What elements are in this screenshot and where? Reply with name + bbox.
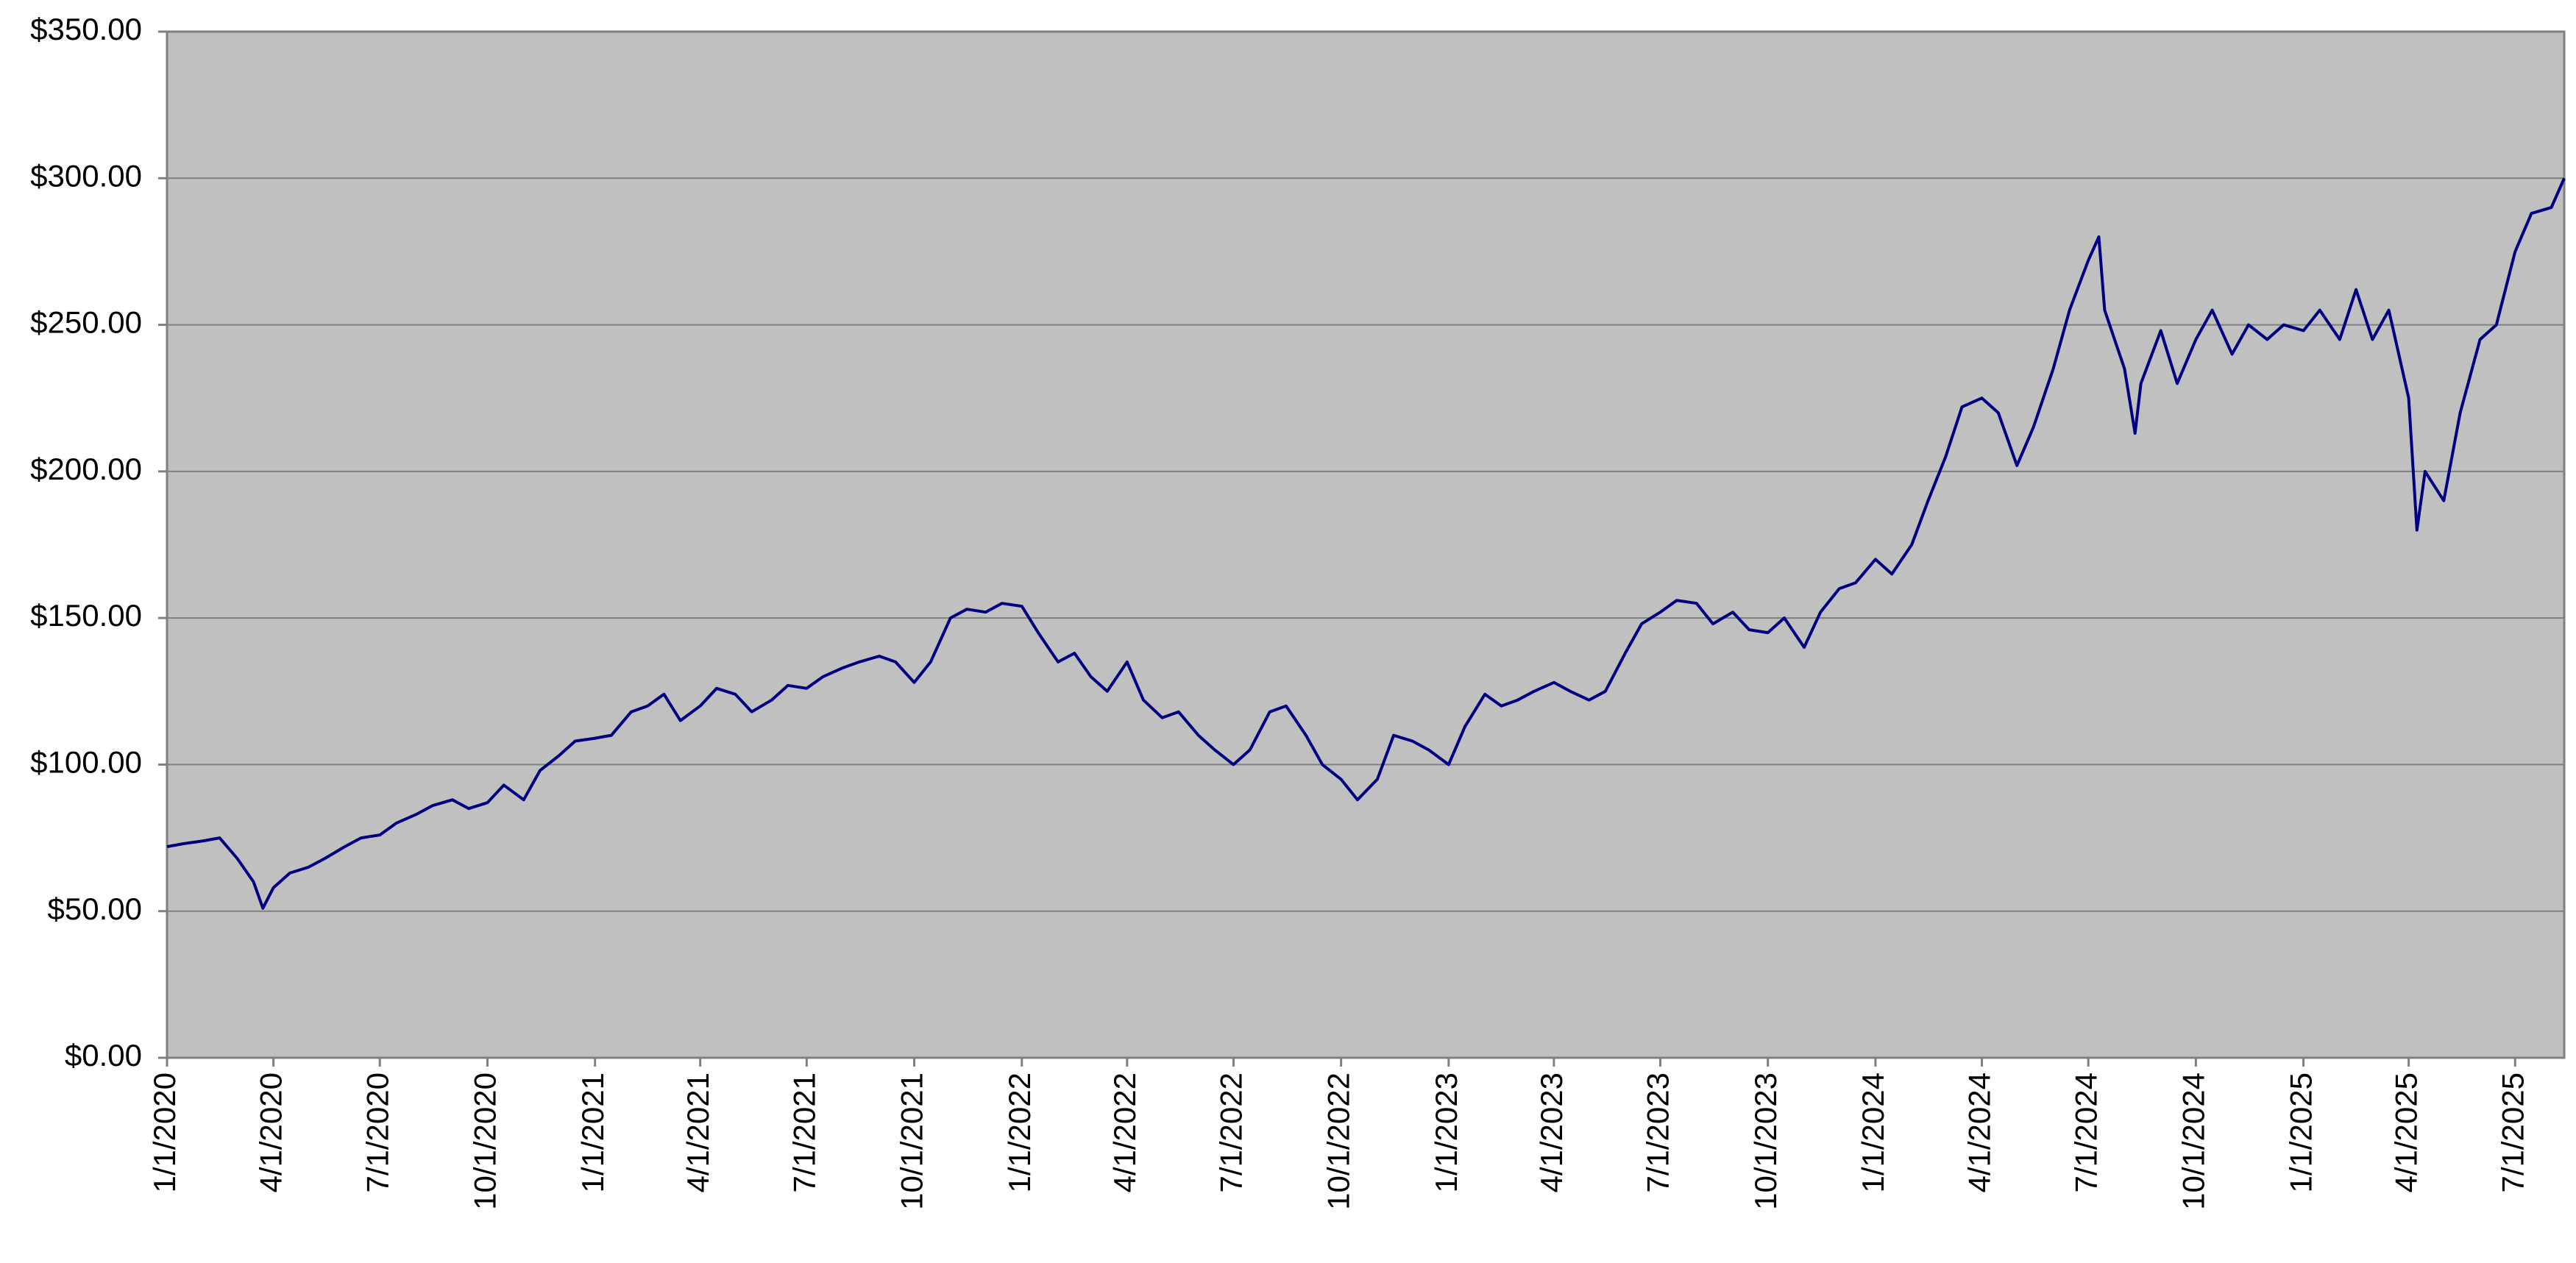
x-tick-label: 1/1/2024 [1856, 1072, 1890, 1193]
x-tick-label: 10/1/2020 [468, 1072, 503, 1210]
x-tick-label: 4/1/2022 [1107, 1072, 1142, 1193]
x-tick-label: 1/1/2020 [147, 1072, 182, 1193]
x-tick-label: 4/1/2023 [1534, 1072, 1569, 1193]
x-tick-label: 7/1/2021 [787, 1072, 821, 1193]
x-tick-label: 4/1/2024 [1962, 1072, 1997, 1193]
x-tick-label: 7/1/2024 [2068, 1072, 2103, 1193]
y-tick-label: $150.00 [30, 598, 142, 633]
y-tick-label: $100.00 [30, 745, 142, 780]
x-tick-label: 7/1/2023 [1641, 1072, 1675, 1193]
x-tick-label: 7/1/2020 [360, 1072, 394, 1193]
x-tick-label: 1/1/2021 [575, 1072, 610, 1193]
y-tick-label: $300.00 [30, 158, 142, 193]
x-tick-label: 1/1/2022 [1002, 1072, 1037, 1193]
plot-area [167, 32, 2564, 1058]
x-tick-label: 10/1/2022 [1321, 1072, 1356, 1210]
y-tick-label: $200.00 [30, 452, 142, 486]
x-tick-label: 1/1/2023 [1429, 1072, 1463, 1193]
plot-border [166, 30, 2566, 1059]
y-tick-label: $50.00 [48, 892, 142, 926]
y-tick-label: $0.00 [65, 1038, 142, 1072]
x-tick-label: 1/1/2025 [2284, 1072, 2318, 1193]
x-tick-label: 4/1/2025 [2389, 1072, 2424, 1193]
price-line [166, 177, 2566, 910]
x-tick-label: 4/1/2020 [254, 1072, 288, 1193]
x-tick-label: 4/1/2021 [681, 1072, 715, 1193]
x-tick-label: 7/1/2025 [2495, 1072, 2530, 1193]
x-tick-label: 10/1/2024 [2176, 1072, 2210, 1210]
x-tick-label: 10/1/2023 [1748, 1072, 1783, 1210]
x-tick-label: 7/1/2022 [1214, 1072, 1249, 1193]
y-tick-label: $250.00 [30, 305, 142, 340]
x-tick-label: 10/1/2021 [895, 1072, 929, 1210]
y-tick-label: $350.00 [30, 12, 142, 46]
